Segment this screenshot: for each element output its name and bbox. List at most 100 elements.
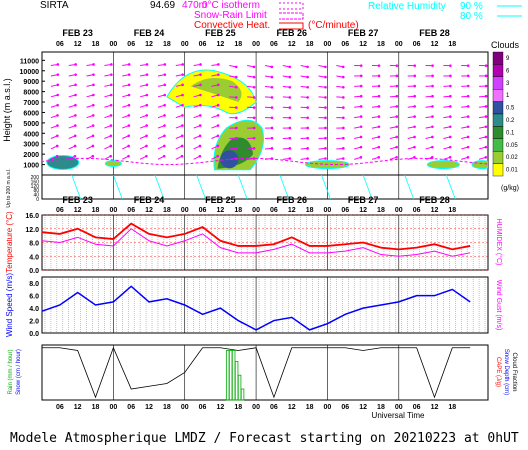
height-tick-label: 11000 bbox=[20, 58, 39, 65]
wind-arrow-head bbox=[73, 154, 77, 158]
wind-arrow-head bbox=[127, 103, 131, 107]
colorbar-title: Clouds bbox=[491, 40, 520, 50]
wind-arrow-head bbox=[466, 145, 470, 149]
wind-arrow-head bbox=[359, 125, 363, 129]
wind-arrow-head bbox=[324, 75, 327, 79]
wind-arrow-head bbox=[431, 105, 434, 108]
hour-label-precip: 00 bbox=[109, 404, 117, 411]
wind-arrow-head bbox=[92, 93, 95, 97]
wind-arrow-head bbox=[395, 135, 399, 139]
wind-arrow-head bbox=[127, 114, 131, 117]
colorbar-level-label: 0.05 bbox=[506, 143, 518, 149]
rain-y-label: Rain (mm / hour) bbox=[8, 349, 14, 394]
hour-label-temp: 06 bbox=[127, 207, 135, 214]
hour-label-temp: 06 bbox=[341, 207, 349, 214]
wind-arrow-head bbox=[216, 124, 220, 127]
wind-arrow-head bbox=[431, 135, 434, 139]
hour-label-temp: 00 bbox=[252, 207, 260, 214]
hour-label-temp: 00 bbox=[109, 207, 117, 214]
wind-arrow-head bbox=[324, 116, 327, 120]
temp-tick-label: 0.0 bbox=[29, 268, 39, 275]
temperature-line bbox=[41, 222, 471, 251]
hour-label-temp: 12 bbox=[74, 207, 82, 214]
wind-arrow-head bbox=[341, 75, 345, 79]
rh-low-line bbox=[362, 174, 373, 200]
hour-label-cloud: 12 bbox=[217, 41, 225, 48]
wind-arrow-head bbox=[431, 125, 434, 129]
wind-arrow-head bbox=[359, 94, 363, 98]
wind-arrow-head bbox=[163, 93, 167, 97]
wind-arrow-head bbox=[270, 96, 274, 99]
wind-arrow-head bbox=[163, 83, 167, 87]
height-tick-label: 2000 bbox=[23, 152, 39, 159]
hour-label-temp: 00 bbox=[395, 207, 403, 214]
day-label-cloud: FEB 24 bbox=[134, 28, 165, 38]
wind-arrow-head bbox=[235, 126, 238, 130]
wind-arrow-head bbox=[145, 83, 149, 87]
cloud-y-axis-label: Height (m a.s.l.) bbox=[2, 78, 12, 142]
hour-label-temp: 18 bbox=[448, 207, 456, 214]
wind-arrow-head bbox=[91, 144, 95, 148]
colorbar-swatch bbox=[492, 113, 504, 127]
wind-arrow-head bbox=[270, 75, 274, 79]
wind-arrow-head bbox=[127, 63, 131, 66]
wind-arrow-head bbox=[449, 64, 452, 67]
day-label-temp: FEB 26 bbox=[277, 195, 308, 205]
wind-arrow-head bbox=[430, 156, 434, 159]
wind-arrow-head bbox=[163, 124, 166, 127]
wind-arrow-head bbox=[145, 134, 148, 138]
wind-arrow-head bbox=[55, 154, 59, 158]
hour-label-cloud: 00 bbox=[109, 41, 117, 48]
hour-label-cloud: 12 bbox=[74, 41, 82, 48]
wind-arrow-head bbox=[395, 74, 399, 78]
wind-arrow-head bbox=[306, 96, 309, 99]
hour-label-temp: 12 bbox=[431, 207, 439, 214]
wind-arrow-head bbox=[306, 157, 309, 160]
wind-arrow-head bbox=[109, 154, 112, 158]
rain-bar bbox=[237, 374, 242, 401]
wind-arrow-head bbox=[342, 147, 345, 150]
low-height-tick-label: 80 bbox=[33, 188, 39, 194]
temp-tick-label: 12.0 bbox=[25, 227, 39, 234]
hour-label-cloud: 18 bbox=[234, 41, 242, 48]
low-height-tick-label: 200 bbox=[31, 175, 40, 181]
wind-arrow-head bbox=[270, 85, 274, 89]
wind-arrow-head bbox=[73, 144, 77, 148]
wind-arrow-head bbox=[74, 103, 77, 107]
humidex-y-label: HUMIDEX (°C) bbox=[495, 219, 503, 266]
rain-bar bbox=[240, 388, 245, 401]
low-height-tick-label: 40 bbox=[33, 193, 39, 199]
colorbar-swatch bbox=[492, 101, 504, 115]
wind-tick-label: 0.0 bbox=[29, 331, 39, 338]
hour-label-cloud: 06 bbox=[413, 41, 421, 48]
day-label-cloud: FEB 28 bbox=[419, 28, 450, 38]
wind-arrow-head bbox=[466, 64, 470, 67]
wind-arrow-head bbox=[56, 93, 59, 97]
wind-arrow-head bbox=[217, 83, 220, 87]
gust-y-label: Wind Gust (m/s) bbox=[495, 280, 502, 331]
cloud-field bbox=[42, 63, 488, 171]
hour-label-temp: 18 bbox=[377, 207, 385, 214]
wind-arrow-head bbox=[145, 124, 148, 127]
wind-arrow-head bbox=[306, 147, 309, 150]
wind-arrow-head bbox=[92, 73, 95, 76]
wind-arrow-head bbox=[288, 85, 292, 89]
legend-rh-90: 90 % bbox=[460, 1, 483, 12]
wind-arrow-head bbox=[109, 124, 113, 127]
wind-arrow-head bbox=[216, 144, 220, 148]
wind-arrow-head bbox=[145, 144, 148, 148]
hour-label-temp: 06 bbox=[199, 207, 207, 214]
colorbar-swatch bbox=[492, 64, 504, 78]
wind-arrow-head bbox=[342, 136, 345, 140]
wind-arrow-head bbox=[270, 157, 274, 160]
legend-convective-unit: (°C/minute) bbox=[308, 20, 359, 31]
day-label-temp: FEB 23 bbox=[62, 195, 93, 205]
wind-arrow-head bbox=[431, 74, 434, 78]
legend-snow-rain: Snow-Rain Limit bbox=[194, 10, 267, 21]
colorbar-swatch bbox=[492, 138, 504, 152]
wind-arrow-head bbox=[449, 84, 452, 88]
wind-arrow-head bbox=[56, 73, 60, 76]
wind-arrow-head bbox=[181, 124, 184, 127]
wind-arrow-head bbox=[484, 125, 488, 129]
